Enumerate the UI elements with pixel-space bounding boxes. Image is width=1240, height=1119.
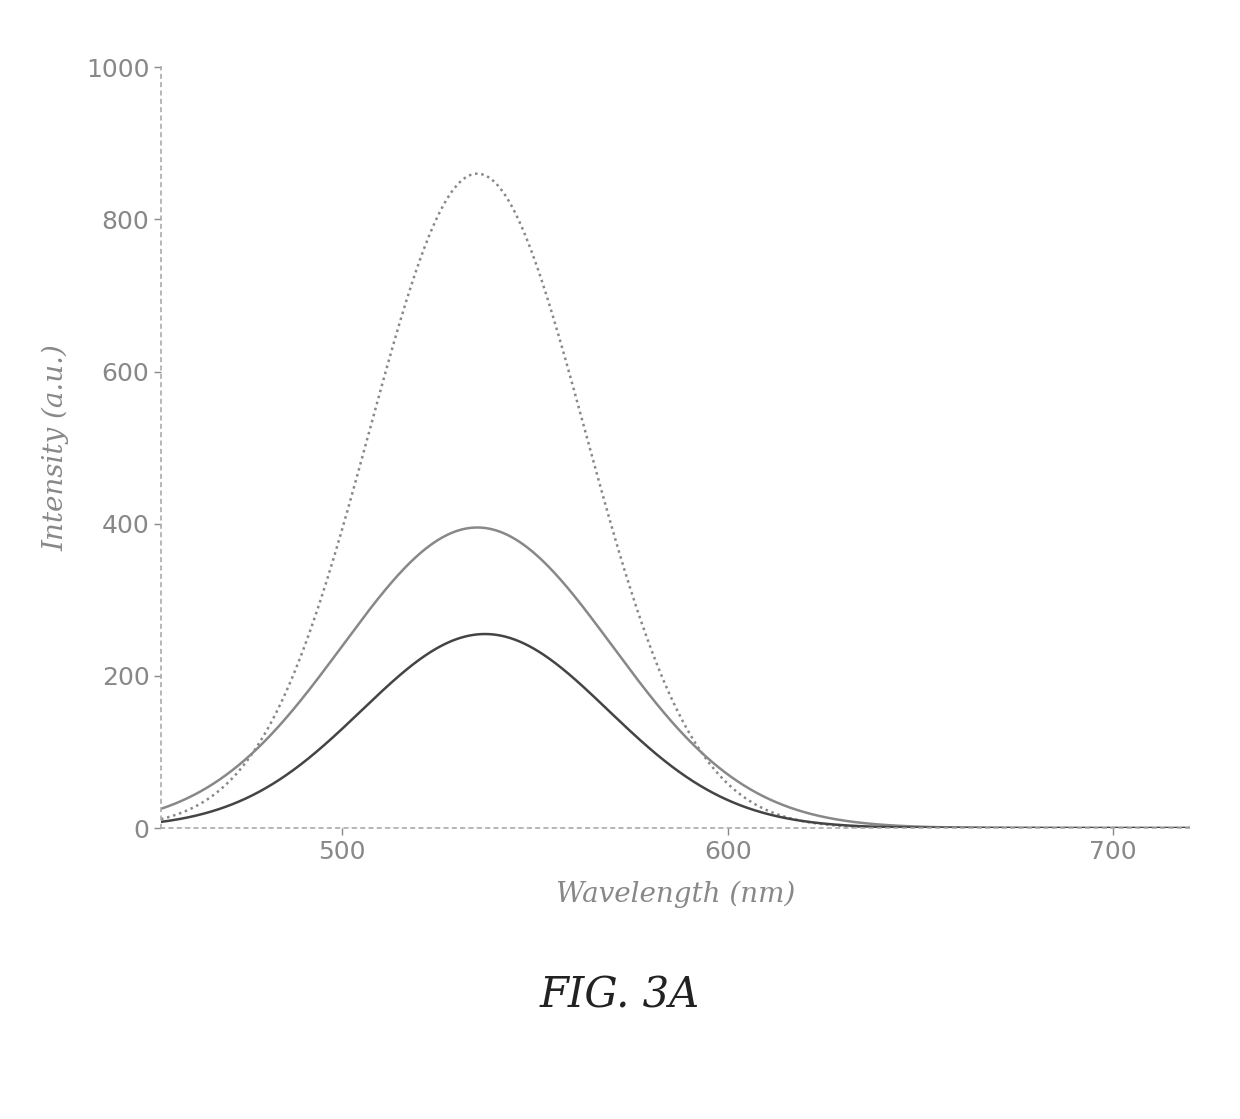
Y-axis label: Intensity (a.u.): Intensity (a.u.) (42, 345, 69, 551)
X-axis label: Wavelength (nm): Wavelength (nm) (556, 881, 796, 908)
Text: FIG. 3A: FIG. 3A (539, 975, 701, 1017)
